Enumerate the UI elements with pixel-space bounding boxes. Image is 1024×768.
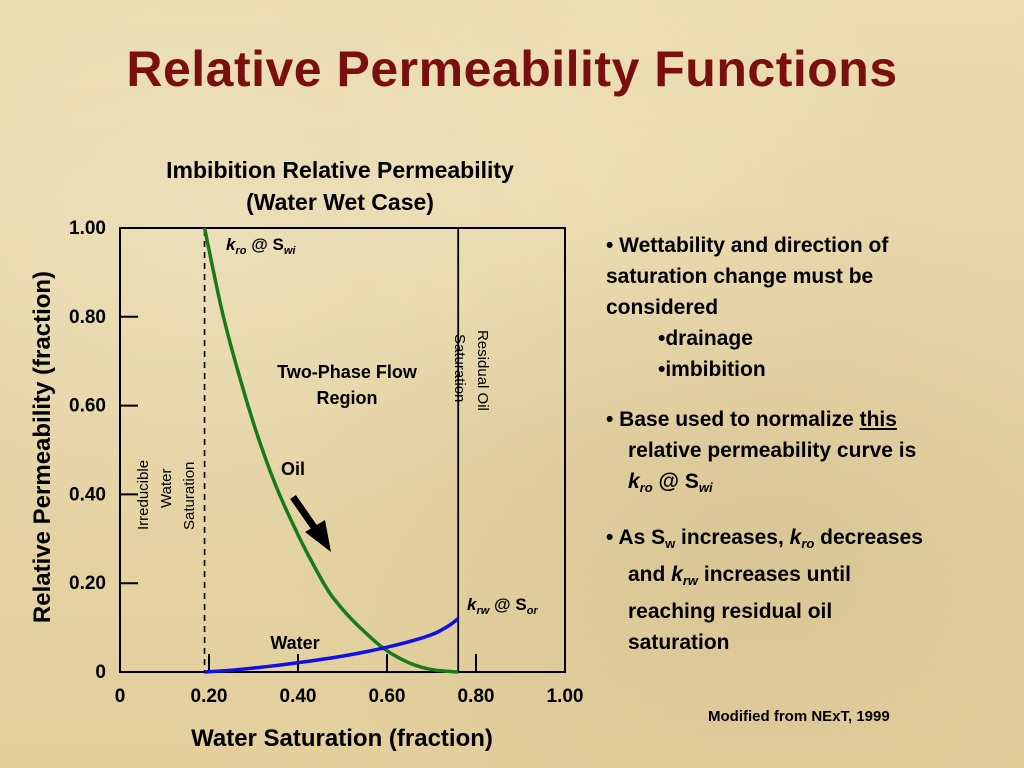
irreducible-water-label: Irreducible Water Saturation: [135, 460, 198, 530]
bullet-saturation-change: • As Sw increases, kro decreases and krw…: [606, 522, 1016, 658]
water-series-label: Water: [270, 633, 319, 653]
water-curve: [204, 617, 460, 674]
chart-title-line2: (Water Wet Case): [246, 189, 434, 215]
bullet1-line1: • Wettability and direction of: [606, 234, 889, 257]
x-tick-label: 0.40: [280, 686, 317, 707]
bullet3-line4: saturation: [628, 631, 730, 654]
x-axis-ticks: 0 0.20 0.40 0.60 0.80 1.00: [115, 654, 584, 707]
bullet3-line2: and krw increases until: [628, 563, 851, 588]
slide-title: Relative Permeability Functions: [126, 41, 898, 97]
source-credit: Modified from NExT, 1999: [708, 708, 890, 725]
bullet1-line2: saturation change must be: [606, 265, 874, 288]
bullet3-line1: • As Sw increases, kro decreases: [606, 526, 923, 551]
y-tick-label: 0.20: [69, 573, 106, 594]
y-tick-label: 0.40: [69, 484, 106, 505]
oil-series-label: Oil: [281, 459, 305, 479]
y-axis-title: Relative Permeability (fraction): [29, 271, 56, 623]
x-axis-title: Water Saturation (fraction): [191, 725, 493, 752]
bullet1-sub-drainage: •drainage: [658, 327, 753, 350]
y-tick-label: 0.80: [69, 307, 106, 328]
bullet2-line2: relative permeability curve is: [628, 439, 917, 462]
x-tick-label: 0.60: [369, 686, 406, 707]
krw-sor-annotation: krw @ Sor: [467, 595, 538, 617]
bullet2-line1: • Base used to normalize this: [606, 408, 897, 431]
residual-oil-label: Residual Oil Saturation: [451, 330, 491, 411]
x-tick-label: 0: [115, 686, 126, 707]
bullet1-sub-imbibition: •imbibition: [658, 358, 766, 381]
irreducible-label-line3: Saturation: [181, 462, 198, 530]
direction-arrow-icon: [290, 494, 331, 552]
region-label-line1: Two-Phase Flow: [277, 362, 418, 382]
irreducible-label-line2: Water: [158, 469, 175, 508]
residual-label-line2: Saturation: [451, 334, 468, 402]
bullet-list: • Wettability and direction of saturatio…: [606, 230, 1016, 677]
x-tick-label: 0.20: [191, 686, 228, 707]
bullet2-line3: kro @ Swi: [628, 470, 713, 495]
plot-frame: [119, 227, 566, 673]
y-tick-label: 0: [95, 662, 106, 683]
bullet1-line3: considered: [606, 296, 719, 319]
x-tick-label: 0.80: [458, 686, 495, 707]
bullet3-line3: reaching residual oil: [628, 600, 833, 623]
bullet-normalize: • Base used to normalize this relative p…: [606, 404, 1016, 503]
chart-title: Imbibition Relative Permeability (Water …: [110, 154, 570, 218]
bullet-wettability: • Wettability and direction of saturatio…: [606, 230, 1016, 385]
region-label-line2: Region: [317, 388, 378, 408]
y-axis-ticks: 0 0.20 0.40 0.60 0.80 1.00: [69, 218, 138, 683]
residual-label-line1: Residual Oil: [474, 330, 491, 411]
irreducible-label-line1: Irreducible: [135, 460, 152, 530]
kro-swi-annotation: kro @ Swi: [226, 235, 296, 257]
x-tick-label: 1.00: [547, 686, 584, 707]
y-tick-label: 1.00: [69, 218, 106, 239]
chart-title-line1: Imbibition Relative Permeability: [166, 157, 514, 183]
y-tick-label: 0.60: [69, 396, 106, 417]
oil-curve: [202, 227, 459, 674]
